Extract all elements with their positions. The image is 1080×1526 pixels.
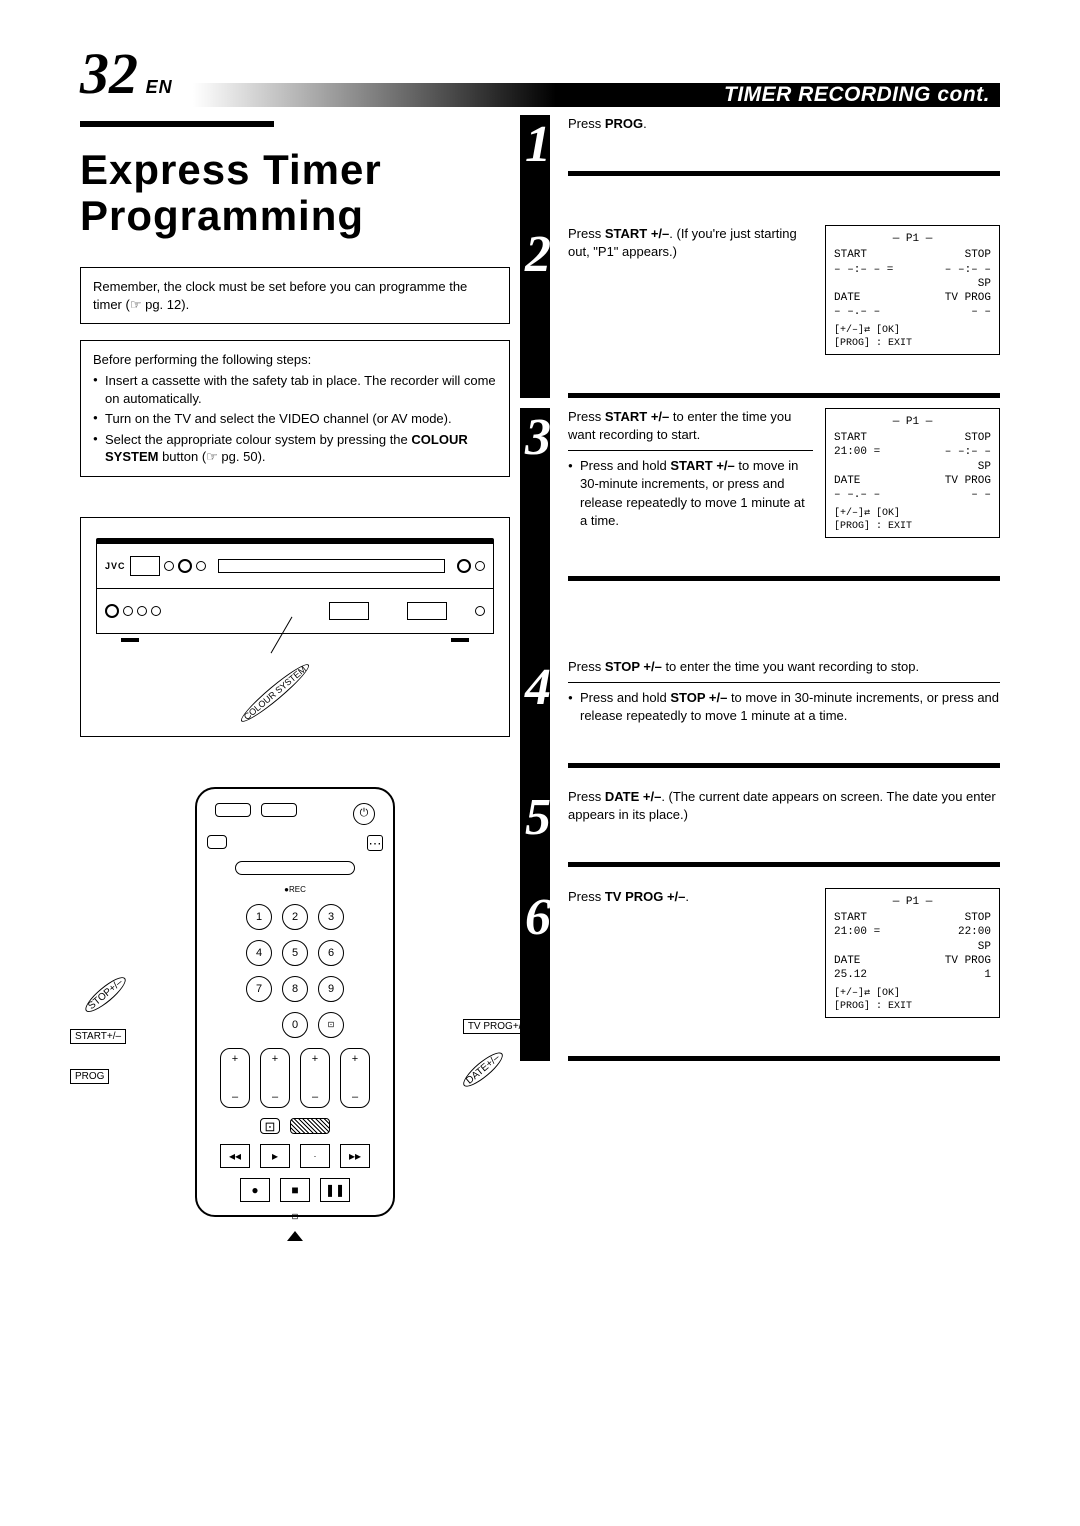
step-number: 2 [514, 225, 562, 284]
step-bullet: Press and hold START +/– to move in 30-m… [568, 457, 813, 530]
prep-box: Before performing the following steps: I… [80, 340, 510, 476]
right-column: 1 Press PROG. 2 Press START +/–. (If you… [520, 115, 1000, 1237]
tvprog-plusminus: +– [340, 1048, 370, 1108]
osd-display: — P1 — STARTSTOP 21:00 =22:00 SP DATETV … [825, 888, 1000, 1018]
step-text: Press PROG. [568, 115, 1000, 133]
step-4: 4 Press STOP +/– to enter the time you w… [520, 658, 1000, 788]
date-plusminus: +– [300, 1048, 330, 1108]
callout-start: START+/– [70, 1029, 126, 1044]
osd-display: — P1 — STARTSTOP – –:– – =– –:– – SP DAT… [825, 225, 1000, 355]
step-2: 2 Press START +/–. (If you're just start… [520, 225, 1000, 398]
prep-item: Turn on the TV and select the VIDEO chan… [93, 410, 497, 428]
digit-2: 2 [282, 904, 308, 930]
step-number: 3 [514, 408, 562, 467]
callout-date: DATE+/– [459, 1047, 507, 1091]
start-plusminus: +– [220, 1048, 250, 1108]
callout-colour-system: COLOUR SYSTEM [237, 659, 313, 726]
prep-intro: Before performing the following steps: [93, 351, 497, 369]
section-title: TIMER RECORDING cont. [724, 83, 990, 107]
title-rule [80, 121, 274, 127]
step-text: Press STOP +/– to enter the time you wan… [568, 658, 1000, 726]
step-text: Press DATE +/–. (The current date appear… [568, 788, 1000, 824]
step-number: 5 [514, 788, 562, 847]
step-bullet: Press and hold STOP +/– to move in 30-mi… [568, 689, 1000, 725]
digit-7: 7 [246, 976, 272, 1002]
page-number-block: 32 EN [80, 40, 173, 107]
left-column: Express Timer Programming Remember, the … [80, 115, 520, 1237]
prep-item: Select the appropriate colour system by … [93, 431, 497, 466]
step-number: 6 [514, 888, 562, 947]
digit-3: 3 [318, 904, 344, 930]
gradient-bar: TIMER RECORDING cont. [193, 83, 1000, 107]
digit-8: 8 [282, 976, 308, 1002]
digit-4: 4 [246, 940, 272, 966]
eject-icon [287, 1231, 303, 1241]
step-number: 1 [514, 115, 562, 174]
page-number: 32 [80, 41, 138, 106]
callout-stop: STOP+/– [81, 972, 130, 1016]
main-title: Express Timer Programming [80, 147, 510, 239]
digit-5: 5 [282, 940, 308, 966]
page: 32 EN TIMER RECORDING cont. Express Time… [80, 40, 1000, 1237]
header: 32 EN TIMER RECORDING cont. [80, 40, 1000, 107]
digit-1: 1 [246, 904, 272, 930]
step-3: 3 Press START +/– to enter the time you … [520, 408, 1000, 658]
vcr-brand: JVC [105, 561, 126, 571]
step-text: Press TV PROG +/–. [568, 888, 813, 906]
digit-9: 9 [318, 976, 344, 1002]
step-text: Press START +/–. (If you're just startin… [568, 225, 813, 261]
step-1: 1 Press PROG. [520, 115, 1000, 225]
osd-display: — P1 — STARTSTOP 21:00 =– –:– – SP DATET… [825, 408, 1000, 538]
digit-6: 6 [318, 940, 344, 966]
stop-plusminus: +– [260, 1048, 290, 1108]
vcr-illustration: JVC [80, 517, 510, 737]
lang-tag: EN [146, 77, 173, 97]
remote-illustration: ⏻ ⋯ ●REC 123 456 789 0⊡ +– +– +– +– ⊡ ◂ [80, 787, 510, 1237]
prep-item: Insert a cassette with the safety tab in… [93, 372, 497, 407]
prep-list: Insert a cassette with the safety tab in… [93, 372, 497, 466]
digit-0: 0 [282, 1012, 308, 1038]
note-box: Remember, the clock must be set before y… [80, 267, 510, 324]
callout-prog: PROG [70, 1069, 109, 1084]
step-5: 5 Press DATE +/–. (The current date appe… [520, 788, 1000, 888]
step-number: 4 [514, 658, 562, 717]
step-6: 6 Press TV PROG +/–. — P1 — STARTSTOP 21… [520, 888, 1000, 1061]
step-text: Press START +/– to enter the time you wa… [568, 408, 813, 530]
